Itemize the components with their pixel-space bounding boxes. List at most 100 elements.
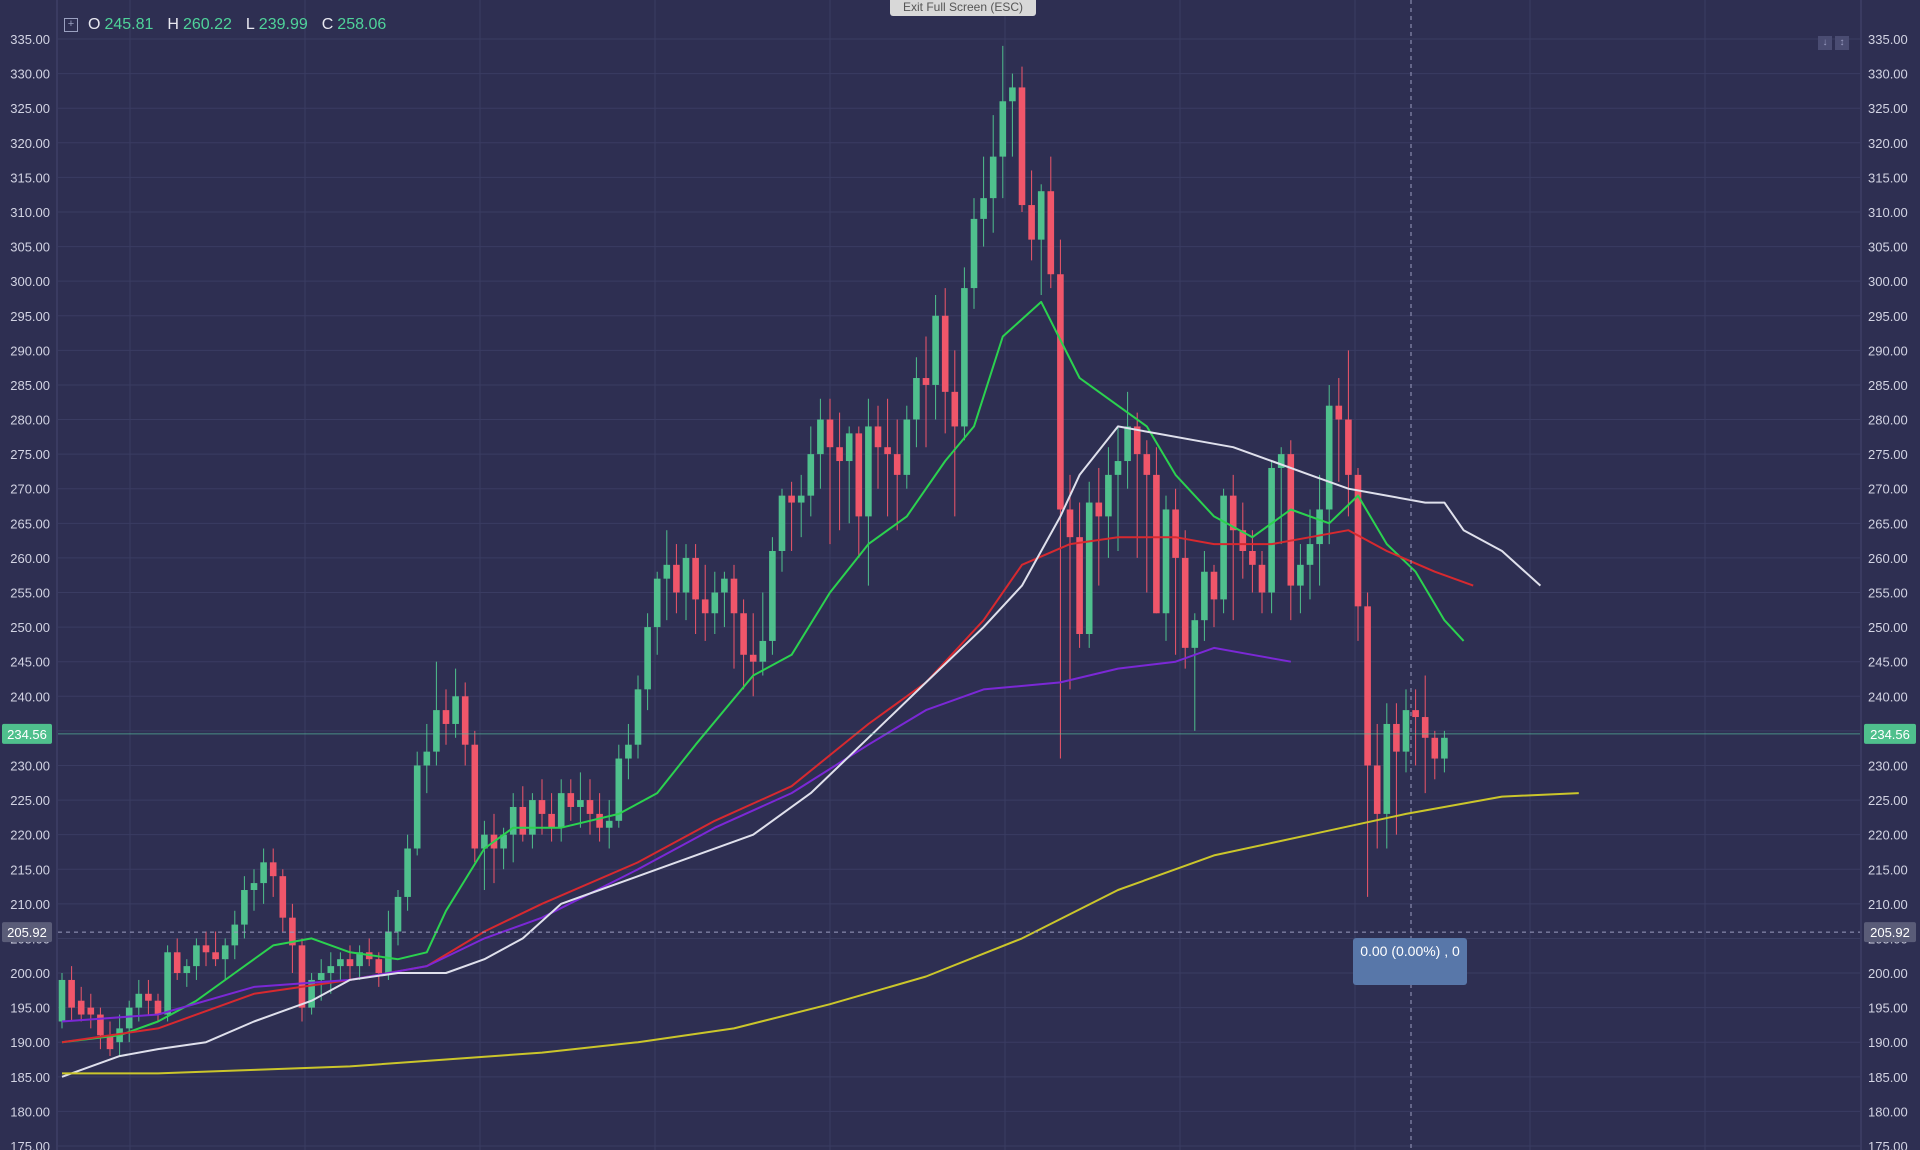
candle-down — [97, 1014, 104, 1036]
moving-average-line — [61, 425, 1542, 1078]
candle-up — [385, 931, 392, 974]
candle-up — [1297, 564, 1304, 586]
candle-up — [135, 993, 143, 1008]
candle-down — [154, 1000, 162, 1015]
candle-up — [1105, 474, 1112, 517]
y-tick-label-right: 245.00 — [1868, 655, 1908, 670]
y-tick-label-right: 215.00 — [1868, 862, 1908, 877]
candle-up — [394, 896, 402, 932]
candle-down — [1172, 509, 1179, 558]
candle-down — [1249, 550, 1256, 565]
y-tick-label-right: 225.00 — [1868, 793, 1908, 808]
crosshair-price-label-left: 205.92 — [7, 925, 47, 940]
y-tick-label-right: 310.00 — [1868, 205, 1908, 220]
candle-down — [749, 654, 757, 662]
expand-legend-icon[interactable]: + — [64, 18, 78, 32]
candle-up — [644, 627, 651, 690]
y-tick-label-left: 270.00 — [10, 482, 50, 497]
candle-down — [1287, 454, 1295, 586]
y-tick-label-left: 255.00 — [10, 586, 50, 601]
candle-down — [538, 800, 546, 814]
y-tick-label-left: 175.00 — [10, 1139, 50, 1150]
candle-down — [874, 426, 882, 448]
low-value: 239.99 — [258, 16, 308, 33]
y-tick-label-right: 330.00 — [1868, 67, 1908, 82]
candle-down — [1181, 557, 1189, 648]
candle-up — [1085, 502, 1093, 635]
candle-up — [1009, 87, 1016, 102]
candle-up — [404, 848, 411, 897]
y-tick-label-left: 320.00 — [10, 136, 50, 151]
y-tick-label-left: 275.00 — [10, 447, 50, 462]
y-tick-label-right: 275.00 — [1868, 447, 1908, 462]
y-tick-label-left: 310.00 — [10, 205, 50, 220]
y-tick-label-right: 300.00 — [1868, 274, 1908, 289]
y-tick-label-left: 250.00 — [10, 620, 50, 635]
y-tick-label-left: 335.00 — [10, 32, 50, 47]
candle-up — [452, 696, 459, 724]
candle-up — [1162, 509, 1170, 614]
candle-down — [1412, 710, 1419, 718]
candle-down — [836, 447, 843, 462]
candle-down — [548, 813, 555, 828]
last-price-label-left-bg — [2, 723, 52, 744]
y-tick-label-right: 240.00 — [1868, 689, 1908, 704]
y-tick-label-left: 240.00 — [10, 689, 50, 704]
candle-down — [922, 378, 930, 385]
candle-up — [1402, 710, 1410, 752]
candle-up — [481, 834, 488, 849]
chart-grid — [58, 0, 1860, 1150]
open-value: 245.81 — [104, 16, 154, 33]
crosshair-tooltip: 0.00 (0.00%) , 0 — [1353, 938, 1467, 985]
candle-up — [183, 966, 191, 974]
candle-up — [423, 751, 431, 766]
candle-down — [519, 806, 527, 835]
candle-down — [298, 945, 306, 1008]
y-axis-left: 335.00 330.00 325.00 320.00 315.00 310.00 305.… — [10, 32, 50, 1150]
candle-down — [202, 945, 210, 953]
candle-up — [778, 495, 786, 551]
y-tick-label-right: 250.00 — [1868, 620, 1908, 635]
candle-up — [125, 1007, 133, 1029]
candle-down — [567, 793, 575, 807]
candle-up — [1316, 509, 1323, 545]
candle-up — [250, 883, 258, 891]
candle-up — [711, 592, 719, 614]
candle-up — [913, 378, 920, 420]
candle-up — [1325, 405, 1333, 510]
scroll-down-icon[interactable]: ↓ — [1818, 36, 1832, 50]
y-tick-label-right: 305.00 — [1868, 240, 1908, 255]
candle-down — [145, 993, 152, 1001]
y-tick-label-right: 255.00 — [1868, 586, 1908, 601]
candle-up — [327, 966, 335, 974]
candle-down — [1345, 419, 1352, 475]
candle-up — [682, 557, 690, 593]
candle-down — [1143, 454, 1151, 475]
crosshair-price-label-right: 205.92 — [1870, 925, 1910, 940]
candle-up — [605, 820, 613, 828]
candle-down — [893, 454, 901, 475]
candle-down — [941, 315, 949, 392]
candle-down — [884, 447, 891, 455]
candle-down — [1431, 737, 1439, 759]
candle-up — [1441, 737, 1448, 759]
y-tick-label-right: 265.00 — [1868, 516, 1908, 531]
y-tick-label-left: 245.00 — [10, 655, 50, 670]
y-tick-label-left: 330.00 — [10, 67, 50, 82]
y-tick-label-left: 215.00 — [10, 862, 50, 877]
candle-up — [1037, 191, 1045, 240]
candle-up — [615, 758, 623, 821]
candle-up — [759, 640, 767, 662]
moving-average-line — [62, 792, 1579, 1075]
y-tick-label-right: 180.00 — [1868, 1104, 1908, 1119]
moving-average-lines — [61, 300, 1579, 1078]
candle-up — [1191, 620, 1199, 648]
candle-up — [999, 101, 1007, 157]
candle-up — [509, 806, 517, 835]
exit-fullscreen-button[interactable]: Exit Full Screen (ESC) — [890, 0, 1036, 16]
candle-down — [701, 599, 709, 614]
y-tick-label-right: 315.00 — [1868, 170, 1908, 185]
resize-icon[interactable]: ↕ — [1835, 36, 1849, 50]
candle-down — [289, 917, 296, 946]
